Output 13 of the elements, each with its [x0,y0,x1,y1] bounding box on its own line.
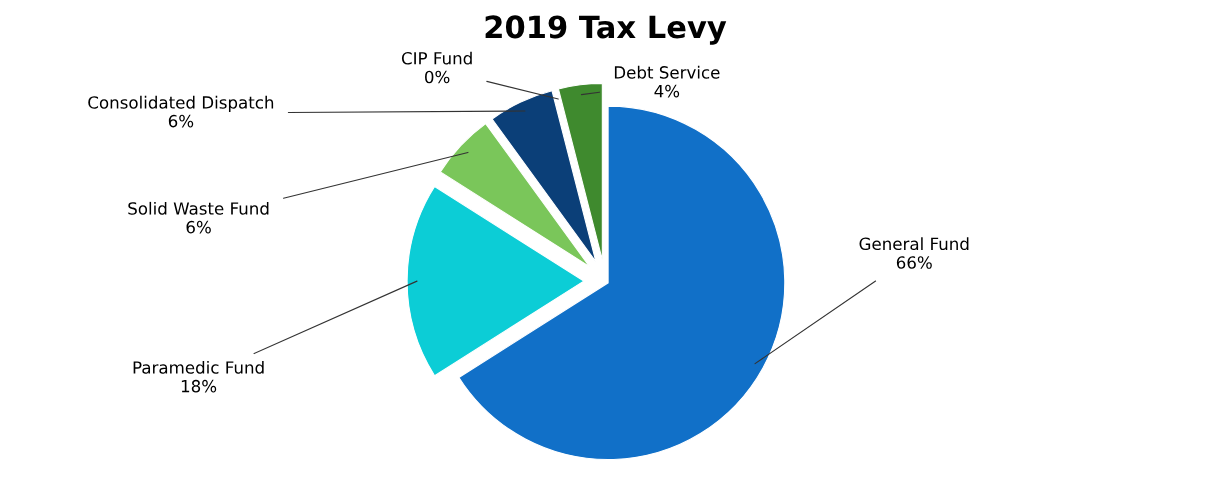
slice-label: Consolidated Dispatch [88,95,274,112]
chart-title: 2019 Tax Levy [485,15,727,45]
slice-label: Paramedic Fund [133,360,264,374]
data-label: 6% [186,220,211,234]
text: 0% [425,70,450,84]
slice-label: Solid Waste Fund [128,201,269,215]
category-label: CIP Fund [401,51,472,65]
slice-label: General Fund [859,237,969,251]
data-label: 66% [896,256,932,269]
data-label: 6% [168,114,194,128]
slice-label: Debt Service [614,65,720,79]
data-label: 4% [654,84,680,98]
data-label: 18% [181,379,217,393]
